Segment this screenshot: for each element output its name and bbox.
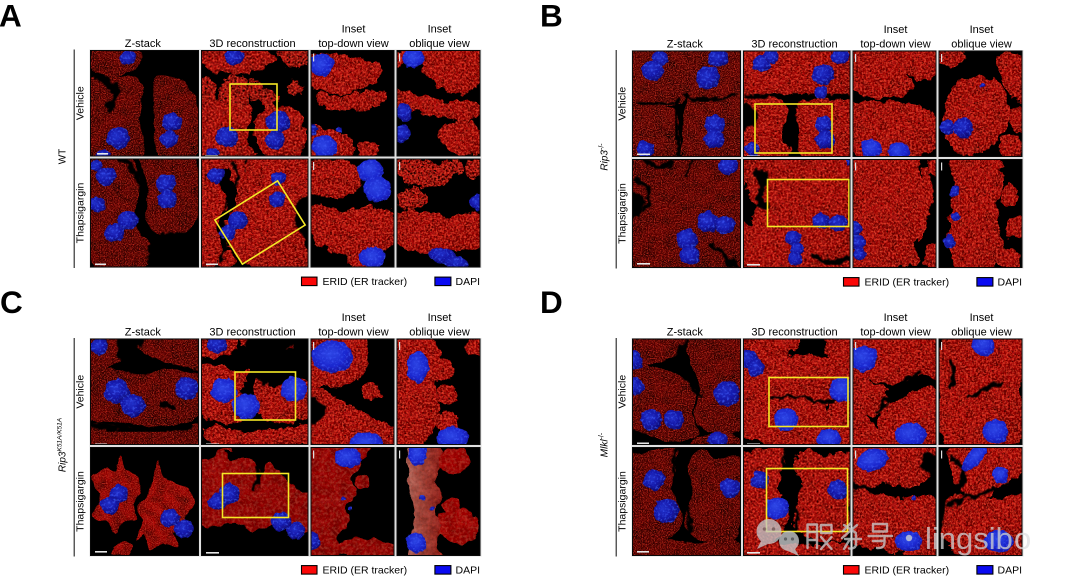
svg-text:Thapsigargin: Thapsigargin xyxy=(75,471,87,532)
svg-text:Mlkl-/-: Mlkl-/- xyxy=(599,432,611,457)
svg-text:3D reconstruction: 3D reconstruction xyxy=(751,38,837,50)
svg-text:Z-stack: Z-stack xyxy=(125,38,162,50)
svg-text:DAPI: DAPI xyxy=(456,565,481,577)
svg-text:DAPI: DAPI xyxy=(998,565,1023,577)
svg-text:3D reconstruction: 3D reconstruction xyxy=(209,38,295,50)
svg-text:Inset: Inset xyxy=(970,312,994,324)
svg-text:Inset: Inset xyxy=(884,24,908,36)
svg-text:ERID (ER tracker): ERID (ER tracker) xyxy=(865,565,950,577)
svg-text:Inset: Inset xyxy=(970,24,994,36)
svg-text:Vehicle: Vehicle xyxy=(75,375,87,409)
svg-text:Vehicle: Vehicle xyxy=(617,87,629,121)
svg-text:WT: WT xyxy=(58,149,69,165)
svg-text:oblique view: oblique view xyxy=(409,38,470,50)
svg-text:oblique view: oblique view xyxy=(951,326,1012,338)
svg-text:C: C xyxy=(0,284,23,320)
svg-text:Inset: Inset xyxy=(884,312,908,324)
svg-text:Rip3K51A/K51A: Rip3K51A/K51A xyxy=(57,418,69,472)
svg-text:top-down view: top-down view xyxy=(318,38,388,50)
svg-text:Inset: Inset xyxy=(342,24,366,36)
svg-text:o: o xyxy=(1014,521,1031,556)
svg-text:ERID (ER tracker): ERID (ER tracker) xyxy=(323,565,408,577)
svg-text:Z-stack: Z-stack xyxy=(667,38,704,50)
svg-text:ERID (ER tracker): ERID (ER tracker) xyxy=(323,276,408,288)
svg-text:Vehicle: Vehicle xyxy=(617,375,629,409)
svg-text:Rip3-/-: Rip3-/- xyxy=(599,143,611,171)
svg-text:top-down view: top-down view xyxy=(860,38,930,50)
svg-text:Thapsigargin: Thapsigargin xyxy=(617,183,629,244)
svg-text:ERID (ER tracker): ERID (ER tracker) xyxy=(865,277,950,289)
svg-text:oblique view: oblique view xyxy=(951,38,1012,50)
svg-text:Z-stack: Z-stack xyxy=(125,326,162,338)
svg-text:top-down view: top-down view xyxy=(860,326,930,338)
svg-text:DAPI: DAPI xyxy=(998,277,1023,289)
svg-text:Inset: Inset xyxy=(428,312,452,324)
svg-text:Thapsigargin: Thapsigargin xyxy=(75,182,87,243)
svg-text:3D reconstruction: 3D reconstruction xyxy=(209,326,295,338)
svg-text:A: A xyxy=(0,0,22,34)
svg-text:Inset: Inset xyxy=(428,24,452,36)
svg-text:DAPI: DAPI xyxy=(456,276,481,288)
svg-text:lingsib: lingsib xyxy=(925,521,1013,556)
svg-text:Inset: Inset xyxy=(342,312,366,324)
svg-text:Thapsigargin: Thapsigargin xyxy=(617,471,629,532)
svg-text:D: D xyxy=(540,284,563,320)
svg-text:Z-stack: Z-stack xyxy=(667,326,704,338)
svg-text:top-down view: top-down view xyxy=(318,326,388,338)
svg-text:3D reconstruction: 3D reconstruction xyxy=(751,326,837,338)
svg-text:oblique view: oblique view xyxy=(409,326,470,338)
svg-text:B: B xyxy=(540,0,563,34)
svg-text:Vehicle: Vehicle xyxy=(75,86,87,120)
